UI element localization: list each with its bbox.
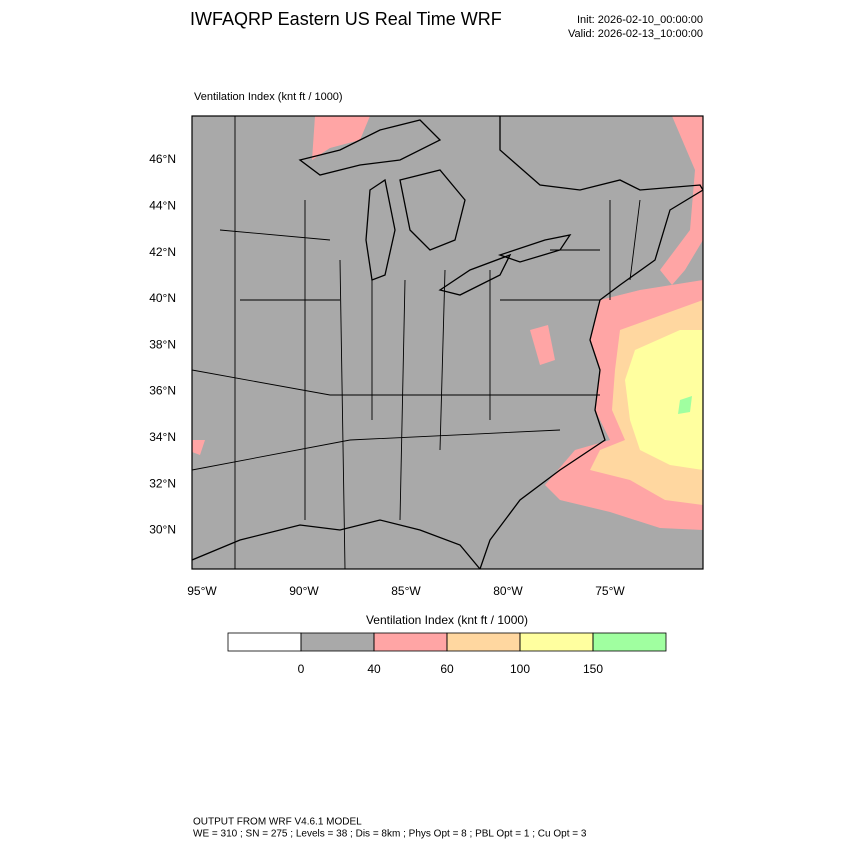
colorbar-box (227, 632, 302, 652)
title: IWFAQRP Eastern US Real Time WRF (190, 9, 502, 29)
shade-superior (312, 116, 370, 160)
shade-maine (660, 116, 703, 285)
lat-label: 32°N (149, 476, 176, 490)
colorbar-box (446, 632, 521, 652)
lat-label: 40°N (149, 291, 176, 305)
state-borders (192, 116, 641, 569)
footer-line: WE = 310 ; SN = 275 ; Levels = 38 ; Dis … (193, 829, 587, 840)
map-title: Ventilation Index (knt ft / 1000) (194, 91, 343, 103)
valid-time: Valid: 2026-02-13_10:00:00 (568, 28, 703, 40)
shade-100-150 (625, 330, 703, 470)
colorbar-box (519, 632, 594, 652)
coastlines (192, 116, 703, 569)
map-frame (191, 115, 704, 570)
lon-label: 85°W (391, 584, 421, 598)
lat-label: 34°N (149, 430, 176, 444)
lat-label: 44°N (149, 198, 176, 212)
colorbar-box (373, 632, 448, 652)
shade-150 (678, 396, 692, 414)
lat-label: 36°N (149, 384, 176, 398)
init-time: Init: 2026-02-10_00:00:00 (577, 14, 703, 26)
colorbar-tick-label: 60 (440, 662, 454, 676)
colorbar-tick-label: 0 (298, 662, 305, 676)
shade-chesapeake (530, 325, 555, 365)
lat-label: 30°N (149, 523, 176, 537)
lat-label: 38°N (149, 337, 176, 351)
colorbar-box (300, 632, 375, 652)
shade-west (192, 440, 205, 455)
colorbar-tick-label: 150 (583, 662, 603, 676)
lon-label: 95°W (187, 584, 217, 598)
footer-line: OUTPUT FROM WRF V4.6.1 MODEL (193, 817, 362, 828)
colorbar-tick-label: 100 (510, 662, 530, 676)
lon-label: 90°W (289, 584, 319, 598)
colorbar-box (592, 632, 667, 652)
map (192, 116, 703, 569)
lon-label: 80°W (493, 584, 523, 598)
lat-label: 42°N (149, 245, 176, 259)
colorbar-title: Ventilation Index (knt ft / 1000) (366, 613, 528, 627)
lon-label: 75°W (595, 584, 625, 598)
colorbar-tick-label: 40 (367, 662, 381, 676)
lat-label: 46°N (149, 152, 176, 166)
